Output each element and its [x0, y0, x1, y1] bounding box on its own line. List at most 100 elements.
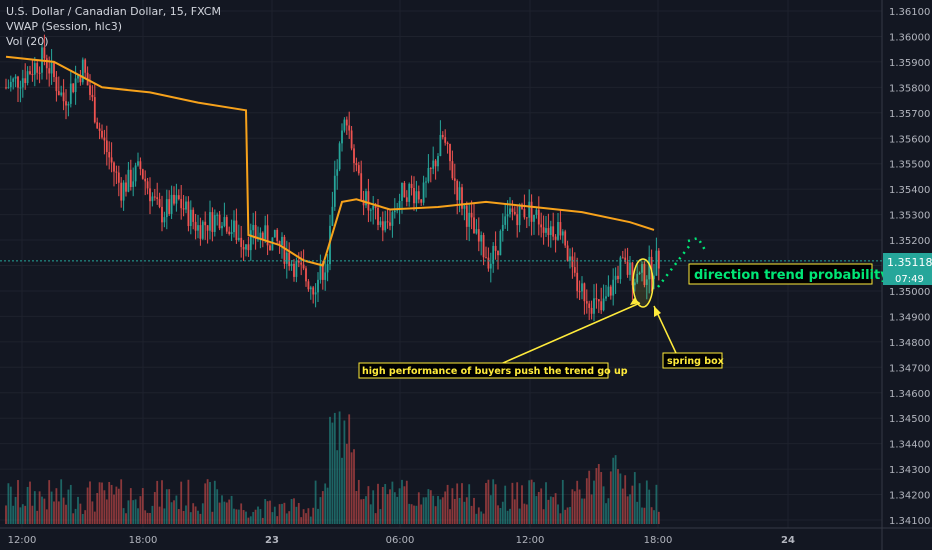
- candle-body: [117, 172, 120, 183]
- candle-body: [331, 206, 334, 226]
- candle-body: [641, 264, 643, 273]
- volume-bar: [609, 471, 612, 524]
- volume-bar: [321, 491, 324, 524]
- time-tick-label: 18:00: [129, 535, 158, 546]
- candle-body: [43, 47, 46, 59]
- volume-bar: [518, 508, 521, 524]
- price-tick-label: 1.34600: [889, 389, 930, 400]
- candle-body: [645, 279, 648, 286]
- symbol-title[interactable]: U.S. Dollar / Canadian Dollar, 15, FXCM: [6, 5, 221, 18]
- candle-body: [453, 178, 456, 181]
- candle-body: [72, 83, 75, 92]
- volume-bar: [408, 503, 411, 524]
- volume-bar: [60, 479, 63, 524]
- volume-bar: [302, 509, 305, 524]
- candle-body: [581, 283, 583, 292]
- volume-bar: [29, 481, 31, 524]
- volume-bar: [494, 484, 497, 524]
- candle-body: [602, 298, 605, 311]
- volume-bar: [547, 499, 550, 524]
- volume-bar: [638, 483, 641, 524]
- candle-body: [422, 182, 425, 203]
- candle-body: [595, 298, 598, 300]
- candle-body: [314, 292, 317, 295]
- volume-bar: [269, 500, 271, 524]
- candle-body: [542, 227, 545, 233]
- candle-body: [185, 201, 187, 210]
- candle-body: [29, 71, 31, 74]
- volume-bar: [69, 484, 72, 524]
- volume-bar: [264, 499, 267, 524]
- candle-body: [386, 221, 389, 223]
- candle-body: [413, 188, 415, 204]
- volume-bar: [170, 502, 173, 524]
- volume-bar: [369, 504, 372, 524]
- time-axis[interactable]: 12:00 18:00 23 06:00 12:00 18:00 24: [8, 535, 795, 546]
- volume-bar: [612, 457, 615, 524]
- price-tick-label: 1.34900: [889, 312, 930, 323]
- candle-body: [221, 225, 223, 229]
- volume-bar: [175, 495, 178, 524]
- volume-bar: [223, 501, 226, 524]
- price-axis[interactable]: 1.36100 1.36000 1.35900 1.35800 1.35700 1.356…: [889, 7, 930, 527]
- candle-body: [643, 264, 646, 286]
- volume-bar: [374, 513, 377, 524]
- candle-body: [98, 128, 101, 131]
- candle-body: [62, 92, 65, 102]
- volume-bar: [655, 484, 658, 524]
- volume-bar: [569, 506, 571, 524]
- volume-bar: [182, 510, 185, 524]
- volume-bar: [247, 517, 250, 524]
- candle-body: [408, 183, 411, 202]
- volume-bar: [134, 499, 137, 524]
- candle-body: [225, 217, 228, 232]
- candle-body: [590, 307, 593, 314]
- candle-body: [264, 225, 267, 240]
- candle-body: [554, 236, 557, 240]
- volume-bar: [573, 491, 576, 524]
- direction-label: direction trend probability: [694, 268, 889, 283]
- candle-body: [561, 231, 564, 236]
- candle-body: [144, 178, 147, 182]
- volume-bar: [506, 510, 509, 524]
- volume-bar: [360, 499, 363, 524]
- volume-bar: [449, 509, 451, 524]
- candle-body: [151, 196, 154, 202]
- candle-body: [348, 125, 351, 131]
- candle-body: [55, 77, 58, 92]
- candle-body: [509, 208, 511, 215]
- candle-body: [573, 267, 576, 273]
- candle-body: [612, 279, 615, 296]
- volume-bar: [482, 513, 485, 524]
- volume-bar: [605, 503, 607, 524]
- volume-bar: [600, 472, 603, 524]
- volume-indicator-label[interactable]: Vol (20): [6, 35, 49, 48]
- volume-bar: [585, 478, 588, 524]
- vwap-indicator-label[interactable]: VWAP (Session, hlc3): [6, 20, 123, 33]
- buyers-arrow-line: [495, 302, 641, 367]
- volume-bar: [67, 489, 70, 524]
- volume-bar: [137, 508, 139, 524]
- candle-body: [533, 214, 535, 222]
- candle-body: [657, 250, 660, 269]
- candle-body: [281, 236, 283, 246]
- volume-bar: [297, 502, 300, 524]
- price-tick-label: 1.34100: [889, 516, 930, 527]
- candle-body: [319, 262, 322, 280]
- volume-bar: [319, 497, 322, 524]
- volume-bar: [146, 512, 149, 524]
- candle-body: [585, 301, 588, 304]
- candle-body: [552, 226, 555, 237]
- volume-bar: [504, 485, 507, 524]
- volume-bar: [389, 489, 391, 524]
- candle-body: [108, 152, 111, 158]
- candle-body: [621, 257, 624, 259]
- candle-body: [259, 232, 262, 239]
- volume-bar: [367, 486, 370, 524]
- volume-bar: [458, 497, 461, 524]
- volume-bar: [468, 484, 471, 524]
- price-tick-label: 1.35300: [889, 211, 930, 222]
- candle-body: [530, 201, 533, 222]
- candle-body: [283, 236, 286, 264]
